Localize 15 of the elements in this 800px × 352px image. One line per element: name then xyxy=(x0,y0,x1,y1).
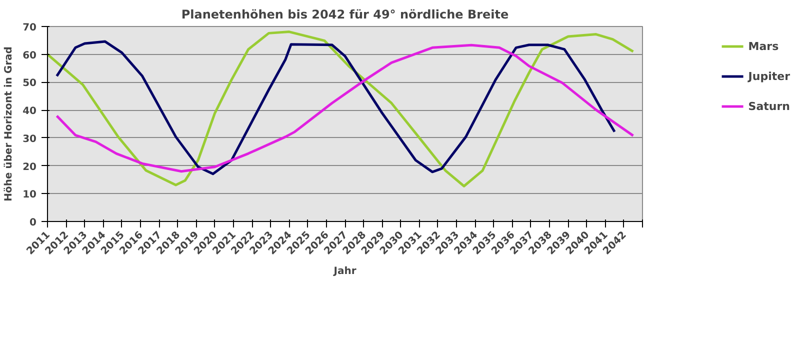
legend-label: Mars xyxy=(748,40,779,52)
y-tick-label: 20 xyxy=(22,162,37,173)
y-tick-label: 0 xyxy=(30,218,37,228)
legend-label: Saturn xyxy=(748,100,790,112)
y-tick-label: 60 xyxy=(22,50,37,62)
line-series xyxy=(48,30,634,188)
y-tick-label: 10 xyxy=(22,190,37,201)
y-tick-label: 40 xyxy=(22,106,37,118)
y-tick-label: 50 xyxy=(22,78,37,90)
y-axis-title: Höhe über Horizont in Grad xyxy=(4,46,15,202)
x-axis-title: Jahr xyxy=(332,266,356,277)
chart-title: Planetenhöhen bis 2042 für 49° nördliche Breite xyxy=(181,8,509,22)
y-tick-label: 70 xyxy=(22,22,37,34)
legend-label: Jupiter xyxy=(748,70,790,82)
y-tick-label: 30 xyxy=(22,134,37,145)
